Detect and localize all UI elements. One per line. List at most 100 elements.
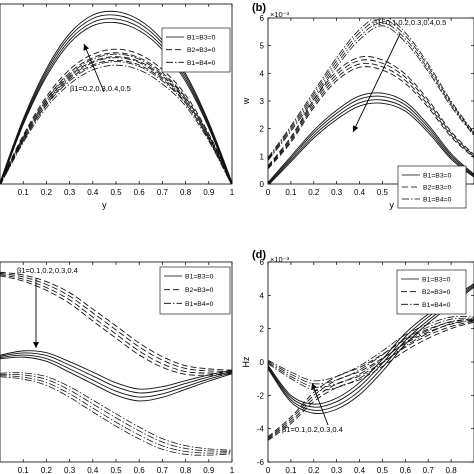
legend-entry: B1=B3=0 xyxy=(423,173,452,180)
x-tick-label: 0.2 xyxy=(308,466,320,474)
x-tick-label: 0.3 xyxy=(331,466,343,474)
legend-entry: B2=B3=0 xyxy=(187,47,216,54)
chart-panel-1: 0.1 0.2 0.3 0.4 0.5 0.6 0.7 0.8 0.9 1 y β1=0.2,0.3,… xyxy=(0,3,235,210)
series-line-b1b40-2 xyxy=(0,61,232,184)
x-tick-label: 0.5 xyxy=(110,188,122,197)
x-tick-label: 0.6 xyxy=(134,188,146,197)
series-line-b2b30-2 xyxy=(0,274,232,374)
chart-panel-3: 0.10.20.30.40.50.60.70.80.91yβ1=0.1,0.2,… xyxy=(0,261,235,474)
series-line-b1b40-1 xyxy=(268,320,474,391)
x-tick-label: 0.2 xyxy=(41,188,53,197)
series-group xyxy=(268,18,474,184)
y-tick-label: 1 xyxy=(260,152,265,161)
x-tick-label: 0.1 xyxy=(18,466,30,474)
legend-entry: B1=B3=0 xyxy=(185,274,214,281)
y-tick-label: 4 xyxy=(260,291,265,300)
series-line-b1b40-4 xyxy=(0,53,232,183)
series-line-b1b40-2 xyxy=(0,375,232,454)
y-tick-label: 0 xyxy=(260,358,265,367)
y-scale-label: ×10⁻³ xyxy=(270,10,290,19)
x-tick-label: 0.8 xyxy=(180,188,192,197)
annotation-text: β1=0.1,0.2,0.3,0.4,0.5 xyxy=(373,18,446,27)
series-line-b1b30-4 xyxy=(268,92,474,183)
series-line-b1b30-3 xyxy=(268,95,474,184)
series-line-b2b30-1 xyxy=(268,321,474,441)
annotation-text: β1=0.2,0.3,0.4,0.5 xyxy=(70,84,131,93)
panel-label: (d) xyxy=(252,249,266,261)
series-line-b2b30-3 xyxy=(0,272,232,372)
chart-panel-2: 00.10.20.30.40.50.60.70.8y0123456w×10⁻³(… xyxy=(241,2,474,210)
series-line-b1b30-1 xyxy=(0,21,232,184)
series-line-b2b30-4 xyxy=(0,271,232,371)
x-tick-label: 0.1 xyxy=(285,466,297,474)
series-line-b1b40-3 xyxy=(0,57,232,184)
series-line-b1b40-4 xyxy=(268,316,474,382)
y-tick-label: 5 xyxy=(260,42,265,51)
annotation-arrow xyxy=(352,33,401,133)
series-line-b1b30-1 xyxy=(268,102,474,184)
annotation-arrowhead xyxy=(83,44,90,51)
legend-entry: B1=B4=0 xyxy=(423,197,452,204)
series-line-b1b40-1 xyxy=(268,25,474,161)
y-tick-label: 6 xyxy=(260,258,265,267)
legend-entry: B1=B4=0 xyxy=(185,301,214,308)
x-tick-label: 0.8 xyxy=(180,466,192,474)
series-line-b1b40-1 xyxy=(0,64,232,184)
annotation-text: β1=0.1,0.2,0.3,0.4 xyxy=(282,425,343,434)
legend-box xyxy=(397,165,467,209)
y-axis-label: Hz xyxy=(241,356,251,367)
x-tick-label: 0.5 xyxy=(377,188,389,197)
annotation-arrowhead xyxy=(33,342,39,348)
annotation-arrow xyxy=(311,382,329,426)
annotation-arrowhead xyxy=(311,383,317,390)
series-line-b1b40-3 xyxy=(0,373,232,452)
x-tick-label: 0.9 xyxy=(203,466,215,474)
y-tick-label: 2 xyxy=(260,125,265,134)
legend: B1=B3=0 B2=B3=0 B1=B4=0 xyxy=(159,266,231,315)
series-line-b1b40-3 xyxy=(268,317,474,385)
annotation-arrow xyxy=(83,43,105,93)
series-line-b2b30-1 xyxy=(268,66,474,170)
x-tick-label: 0.7 xyxy=(157,188,169,197)
legend-entry: B1=B4=0 xyxy=(187,60,216,67)
y-tick-label: 4 xyxy=(260,69,265,78)
x-tick-label: 0.1 xyxy=(285,188,297,197)
chart-panel-4: 00.10.20.30.40.50.60.70.8y-6-4-20246Hz×1… xyxy=(241,249,474,474)
y-tick-label: -4 xyxy=(257,425,265,434)
y-tick-label: 3 xyxy=(260,97,265,106)
series-line-b1b30-3 xyxy=(0,14,232,184)
series-line-b2b30-4 xyxy=(268,318,474,438)
series-line-b1b30-2 xyxy=(268,99,474,184)
series-line-b2b30-1 xyxy=(0,59,232,184)
legend-entry: B2=B3=0 xyxy=(423,185,452,192)
legend-box xyxy=(161,27,231,73)
x-tick-label: 0.1 xyxy=(18,188,30,197)
series-line-b1b30-4 xyxy=(0,350,232,390)
series-line-b2b30-4 xyxy=(0,48,232,183)
legend: B1=B3=0 B2=B3=0 B1=B4=0 xyxy=(396,269,467,315)
x-tick-label: 0.5 xyxy=(377,466,389,474)
series-group xyxy=(0,271,232,456)
series-line-b1b40-2 xyxy=(268,318,474,388)
y-axis-label: w xyxy=(241,97,251,105)
y-tick-label: -2 xyxy=(257,391,265,400)
plot-frame xyxy=(267,17,474,185)
x-tick-label: 0.7 xyxy=(423,466,435,474)
x-tick-label: 0.3 xyxy=(64,466,76,474)
x-tick-label: 0.5 xyxy=(110,466,122,474)
series-line-b2b30-4 xyxy=(268,55,474,167)
x-tick-label: 0.4 xyxy=(354,466,366,474)
x-tick-label: 0 xyxy=(266,466,271,474)
legend-box xyxy=(396,269,467,315)
x-tick-label: 1 xyxy=(230,188,235,197)
x-tick-label: 0.4 xyxy=(87,466,99,474)
series-line-b2b30-1 xyxy=(0,275,232,376)
x-tick-label: 0.3 xyxy=(64,188,76,197)
series-line-b1b40-4 xyxy=(268,18,474,158)
legend: B1=B3=0 B2=B3=0 B1=B4=0 xyxy=(161,27,231,73)
x-axis-label: y xyxy=(389,200,394,210)
x-tick-label: 0.8 xyxy=(446,466,458,474)
series-line-b2b30-2 xyxy=(268,62,474,169)
annotation-arrowhead xyxy=(352,125,359,132)
